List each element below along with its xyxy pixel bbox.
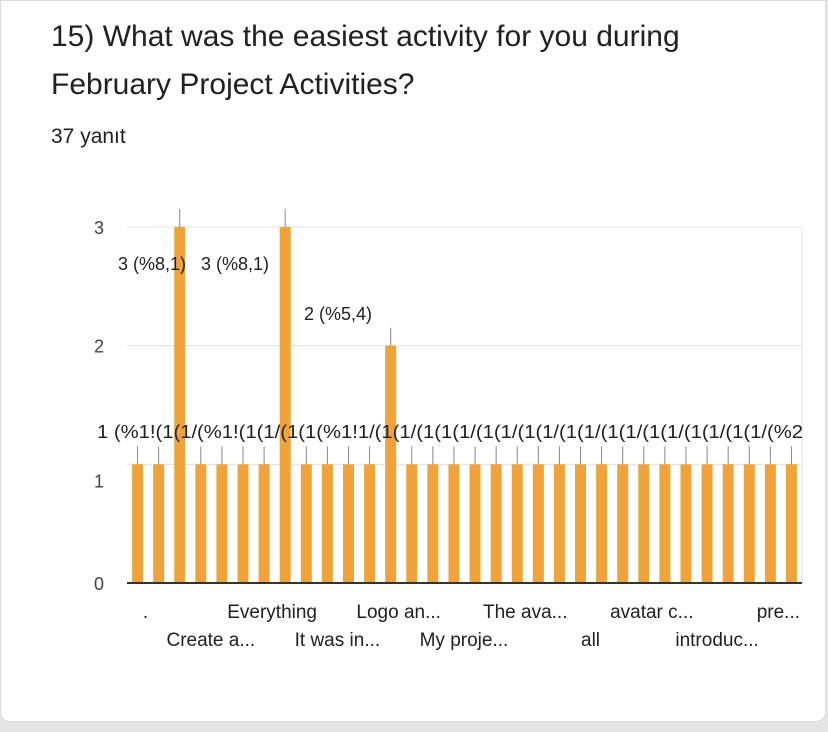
bar xyxy=(638,464,650,583)
bar xyxy=(300,464,312,583)
data-label: 2 (%5,4) xyxy=(304,304,372,324)
bar xyxy=(511,464,523,583)
bar xyxy=(174,227,186,583)
bar xyxy=(596,464,608,583)
y-tick-label: 3 xyxy=(94,218,104,238)
bar xyxy=(385,345,397,583)
bar xyxy=(532,464,544,583)
bar xyxy=(279,227,291,583)
x-tick-label: Create a... xyxy=(166,630,255,651)
x-tick-label: Logo an... xyxy=(356,602,441,623)
bar xyxy=(785,464,797,583)
x-tick-label: My proje... xyxy=(420,630,509,651)
bar xyxy=(195,464,207,583)
bar xyxy=(722,464,734,583)
x-tick-label: all xyxy=(581,630,600,651)
data-label: 3 (%8,1) xyxy=(118,254,186,274)
bar xyxy=(216,464,228,583)
x-tick-label: . xyxy=(143,602,148,623)
bar xyxy=(617,464,629,583)
bar xyxy=(132,464,144,583)
x-tick-label: It was in... xyxy=(295,630,381,651)
question-title: 15) What was the easiest activity for yo… xyxy=(51,20,680,101)
data-label: 3 (%8,1) xyxy=(201,254,269,274)
x-tick-label: introduc... xyxy=(675,630,758,651)
bar xyxy=(490,464,502,583)
data-label: 1 (%1!(1(1/(%1!(1(1/(1(1(%1!1/(1(1/(1(1(… xyxy=(97,422,803,442)
bar xyxy=(427,464,439,583)
bar xyxy=(743,464,755,583)
y-tick-label: 0 xyxy=(94,574,104,594)
x-tick-label: avatar c... xyxy=(610,602,693,623)
x-tick-label: Everything xyxy=(227,602,317,623)
x-tick-label: The ava... xyxy=(483,602,568,623)
bar xyxy=(153,464,165,583)
bar xyxy=(406,464,418,583)
bar xyxy=(237,464,249,583)
bar xyxy=(764,464,776,583)
bar xyxy=(364,464,376,583)
bar xyxy=(701,464,713,583)
y-tick-label: 1 xyxy=(94,471,104,491)
bar xyxy=(553,464,565,583)
bar xyxy=(448,464,460,583)
bar xyxy=(321,464,333,583)
response-count: 37 yanıt xyxy=(51,125,126,148)
bar xyxy=(575,464,587,583)
bar xyxy=(659,464,671,583)
y-tick-label: 2 xyxy=(94,337,104,357)
bar xyxy=(469,464,481,583)
bar xyxy=(680,464,692,583)
bar xyxy=(342,464,354,583)
x-tick-label: pre... xyxy=(757,602,800,623)
bar xyxy=(258,464,270,583)
